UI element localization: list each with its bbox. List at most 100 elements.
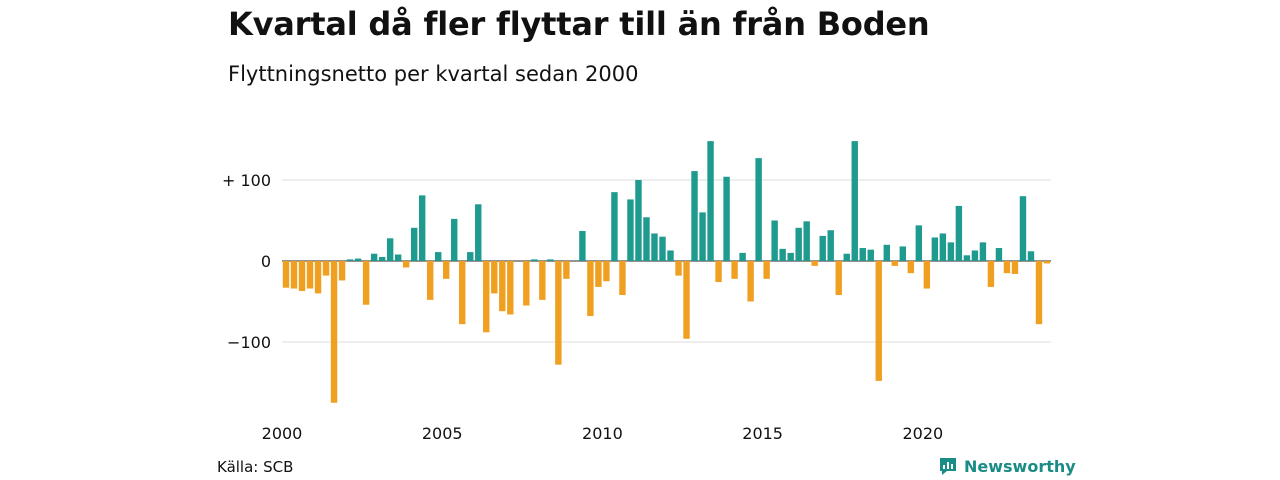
bar xyxy=(963,255,971,261)
bar xyxy=(763,261,770,279)
source-note: Källa: SCB xyxy=(217,458,294,476)
bar xyxy=(410,227,418,261)
bar xyxy=(987,261,995,287)
bar xyxy=(451,218,458,261)
bar xyxy=(459,261,466,325)
bar xyxy=(603,261,610,282)
bar xyxy=(418,195,426,261)
bar xyxy=(386,238,394,261)
bar xyxy=(915,225,923,261)
y-tick-label: −100 xyxy=(227,333,271,352)
bar xyxy=(491,261,498,294)
bar xyxy=(306,261,314,289)
bar xyxy=(531,259,538,261)
bar xyxy=(1043,261,1051,264)
bar xyxy=(787,252,794,261)
bar xyxy=(611,192,618,261)
bar xyxy=(346,259,354,261)
bar xyxy=(619,261,626,296)
bar xyxy=(651,233,658,261)
bars xyxy=(282,141,1051,403)
bar xyxy=(859,248,866,261)
bar xyxy=(827,230,834,261)
bar xyxy=(883,244,890,261)
bar xyxy=(691,171,698,261)
bar xyxy=(547,259,554,261)
bar xyxy=(314,261,322,294)
bar xyxy=(370,253,378,261)
bar xyxy=(811,261,818,266)
bar xyxy=(443,261,450,279)
bar xyxy=(555,261,562,365)
bar xyxy=(643,217,650,261)
bar xyxy=(523,261,530,306)
bar xyxy=(699,212,706,261)
bar xyxy=(979,242,987,261)
bar xyxy=(595,261,602,287)
bar xyxy=(891,261,898,266)
bar xyxy=(731,261,738,279)
bar xyxy=(1027,251,1035,261)
bar xyxy=(971,250,979,261)
bar xyxy=(947,242,955,261)
bar xyxy=(835,261,842,296)
bar xyxy=(723,176,730,261)
bar xyxy=(1035,261,1043,325)
bar xyxy=(715,261,722,283)
bar xyxy=(507,261,514,315)
bar xyxy=(362,261,370,305)
bar xyxy=(587,261,594,317)
bar xyxy=(867,249,874,261)
x-tick-label: 2005 xyxy=(422,424,463,443)
bar xyxy=(627,199,634,261)
bar xyxy=(298,261,306,291)
bar xyxy=(747,261,754,302)
brand-name: Newsworthy xyxy=(964,456,1076,476)
bar xyxy=(795,227,802,261)
bar xyxy=(923,261,931,289)
x-tick-label: 2000 xyxy=(262,424,303,443)
gridlines xyxy=(282,179,1051,343)
bar xyxy=(539,261,546,300)
bar xyxy=(483,261,490,333)
bar xyxy=(435,252,442,261)
bar xyxy=(851,141,858,261)
bar xyxy=(931,237,939,261)
x-tick-label: 2010 xyxy=(582,424,623,443)
bar xyxy=(1019,196,1027,261)
bar xyxy=(330,261,338,403)
bar xyxy=(635,180,642,261)
bar xyxy=(803,221,810,261)
y-tick-label: + 100 xyxy=(222,171,271,190)
bar xyxy=(667,250,674,261)
bar xyxy=(1003,261,1011,274)
bar xyxy=(467,252,474,261)
bar xyxy=(875,261,882,381)
x-axis-labels: 2000 2005 2010 2015 2020 xyxy=(262,424,944,443)
bar xyxy=(659,236,666,261)
newsworthy-icon xyxy=(940,458,956,475)
bar xyxy=(394,254,402,261)
bar xyxy=(426,261,434,300)
bar xyxy=(499,261,506,312)
bar xyxy=(779,248,786,261)
chart-title: Kvartal då fler flyttar till än från Bod… xyxy=(228,5,930,43)
bar xyxy=(402,261,410,268)
bar xyxy=(378,256,386,261)
bar xyxy=(1011,261,1019,274)
bar xyxy=(955,205,963,261)
x-tick-label: 2020 xyxy=(902,424,943,443)
bar-chart: + 100 0 −100 2000 2005 2010 2015 2020 xyxy=(222,141,1051,443)
bar xyxy=(475,204,482,261)
bar xyxy=(563,261,570,279)
y-axis-labels: + 100 0 −100 xyxy=(222,171,271,352)
bar xyxy=(290,261,298,289)
bar xyxy=(322,261,330,276)
bar xyxy=(675,261,682,276)
chart-subtitle: Flyttningsnetto per kvartal sedan 2000 xyxy=(228,62,639,86)
bar xyxy=(683,261,690,339)
bar xyxy=(755,158,762,261)
bar xyxy=(282,261,290,288)
bar xyxy=(995,248,1003,261)
bar xyxy=(907,261,915,274)
